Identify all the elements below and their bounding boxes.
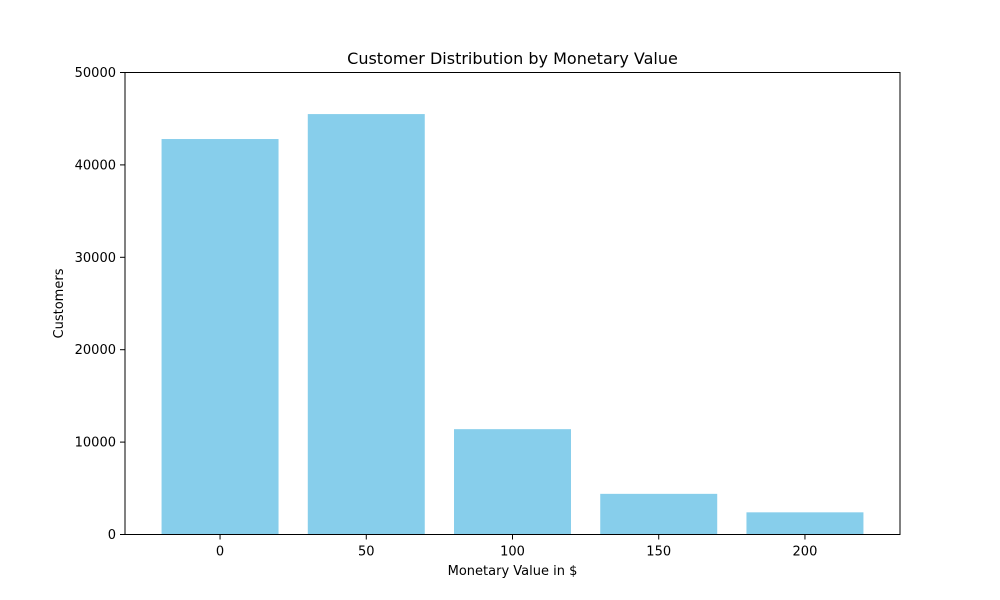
x-tick-label: 50	[358, 545, 375, 560]
bar-50	[307, 114, 425, 535]
y-tick-label: 10000	[75, 436, 116, 451]
y-axis-label: Customers	[52, 268, 67, 338]
y-axis: 0 10000 20000 30000 40000 50000	[75, 66, 125, 543]
x-tick-label: 200	[793, 545, 818, 560]
y-tick-label: 20000	[75, 343, 116, 358]
x-axis: 0 50 100 150 200	[216, 534, 818, 560]
chart-title: Customer Distribution by Monetary Value	[347, 49, 678, 68]
x-tick-label: 150	[646, 545, 671, 560]
y-tick-label: 0	[108, 528, 116, 543]
bar-200	[746, 512, 864, 535]
bars	[161, 114, 864, 535]
x-tick-label: 100	[500, 545, 525, 560]
y-tick-label: 50000	[75, 66, 116, 81]
bar-0	[161, 139, 279, 535]
y-tick-label: 40000	[75, 158, 116, 173]
bar-150	[600, 493, 718, 535]
y-tick-label: 30000	[75, 251, 116, 266]
x-tick-label: 0	[216, 545, 224, 560]
x-axis-label: Monetary Value in $	[448, 564, 578, 579]
bar-100	[454, 429, 571, 535]
